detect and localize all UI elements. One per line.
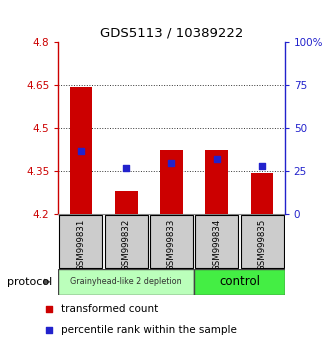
Point <box>169 160 174 166</box>
Bar <box>240 215 284 268</box>
Point <box>46 327 52 333</box>
Text: GSM999831: GSM999831 <box>76 218 86 271</box>
Text: control: control <box>219 275 260 288</box>
Text: percentile rank within the sample: percentile rank within the sample <box>61 325 237 335</box>
Text: GSM999834: GSM999834 <box>212 218 221 271</box>
Text: GSM999833: GSM999833 <box>167 218 176 271</box>
Point <box>259 163 265 169</box>
Bar <box>105 215 148 268</box>
Title: GDS5113 / 10389222: GDS5113 / 10389222 <box>100 27 243 40</box>
Bar <box>150 215 193 268</box>
Bar <box>160 150 183 214</box>
Point <box>78 148 84 154</box>
Point <box>46 306 52 312</box>
Bar <box>194 269 285 295</box>
Bar <box>195 215 238 268</box>
Point <box>214 156 219 162</box>
Bar <box>115 191 138 214</box>
Bar <box>70 87 92 214</box>
Point <box>124 165 129 171</box>
Text: protocol: protocol <box>7 277 52 287</box>
Text: GSM999835: GSM999835 <box>257 218 267 271</box>
Text: GSM999832: GSM999832 <box>122 218 131 271</box>
Text: Grainyhead-like 2 depletion: Grainyhead-like 2 depletion <box>70 277 182 286</box>
Bar <box>251 173 273 214</box>
Bar <box>59 215 103 268</box>
Bar <box>58 269 194 295</box>
Text: transformed count: transformed count <box>61 304 158 314</box>
Bar <box>205 150 228 214</box>
